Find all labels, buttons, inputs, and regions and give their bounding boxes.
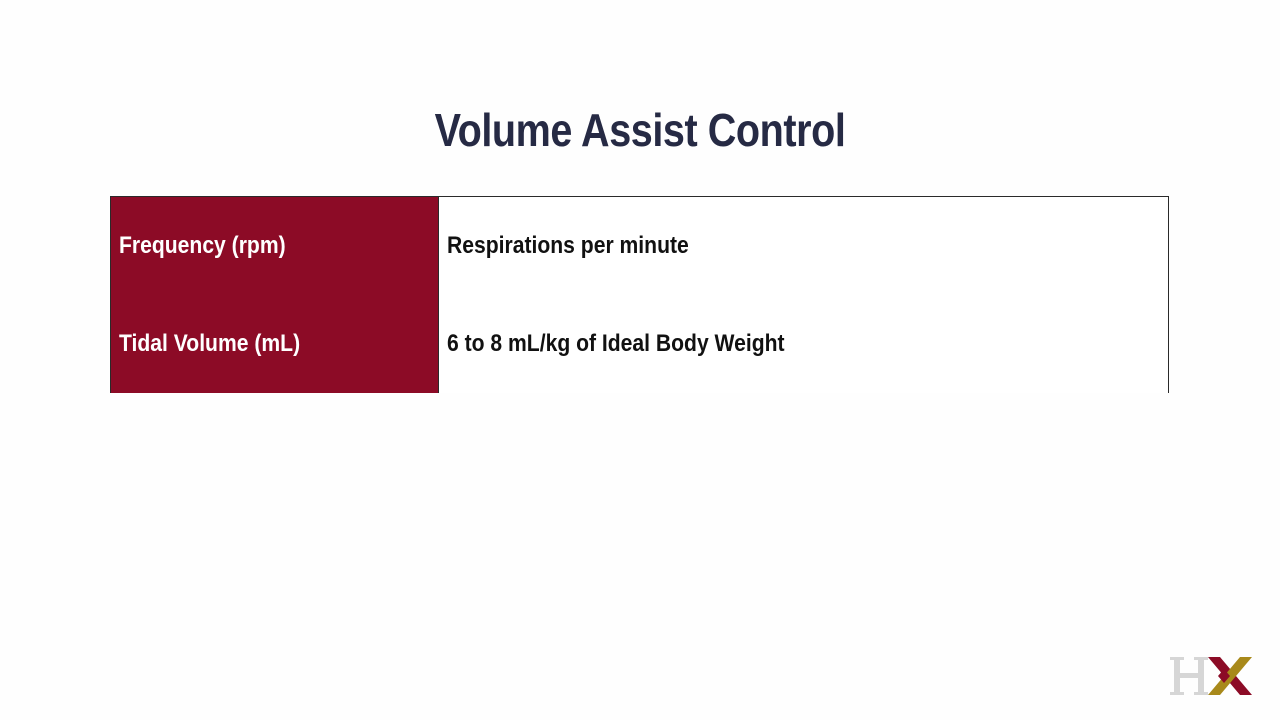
logo-x-letter (1208, 657, 1252, 695)
slide-title: Volume Assist Control (434, 104, 846, 156)
logo-h-letter (1170, 657, 1208, 695)
row-label-tidal-volume: Tidal Volume (mL) (111, 295, 439, 393)
row-value-text: 6 to 8 mL/kg of Ideal Body Weight (447, 330, 785, 357)
parameter-table: Frequency (rpm) Respirations per minute … (110, 196, 1169, 393)
table-row: Tidal Volume (mL) 6 to 8 mL/kg of Ideal … (111, 295, 1168, 393)
row-value-text: Respirations per minute (447, 232, 689, 259)
hx-logo: HX (1170, 657, 1252, 695)
row-label-frequency: Frequency (rpm) (111, 197, 439, 295)
table-row: Frequency (rpm) Respirations per minute (111, 197, 1168, 296)
row-value-frequency: Respirations per minute (439, 197, 1168, 295)
row-value-tidal-volume: 6 to 8 mL/kg of Ideal Body Weight (439, 295, 1168, 393)
row-label-text: Frequency (rpm) (119, 232, 286, 259)
row-label-text: Tidal Volume (mL) (119, 330, 301, 357)
